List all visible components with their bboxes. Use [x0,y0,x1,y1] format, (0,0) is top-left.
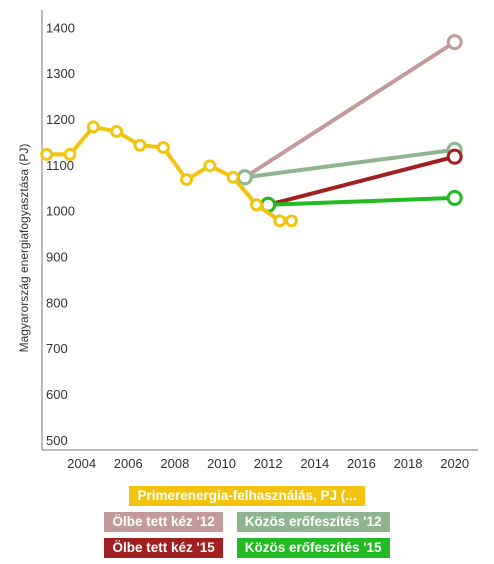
x-tick-label: 2006 [114,456,143,471]
data-point[interactable] [156,141,170,154]
series-line [242,40,457,180]
x-tick-label: 2020 [440,456,469,471]
series-line [266,195,457,207]
data-point[interactable] [133,138,147,152]
data-point[interactable] [446,148,463,165]
y-tick-label: 1100 [46,158,74,173]
series-line [242,147,457,180]
data-point[interactable] [86,120,100,134]
y-tick-label: 1000 [46,204,75,219]
data-point[interactable] [110,124,124,138]
x-tick-label: 2012 [254,456,283,471]
legend-row: Ölbe tett kéz '15 Közös erőfeszítés '15 [0,538,494,558]
chart-legend: Primerenergia-felhasználás, PJ (... Ölbe … [0,486,494,564]
data-point[interactable] [273,214,287,228]
series-line [266,154,457,207]
legend-item[interactable]: Ölbe tett kéz '12 [104,512,223,532]
legend-item[interactable]: Közös erőfeszítés '15 [236,538,390,558]
x-tick-label: 2004 [67,456,96,471]
data-point[interactable] [180,173,194,187]
line-chart: 500 600 700 800 900 1000 1100 1200 1300 1400 2004 2… [17,10,478,471]
x-tick-label: 2018 [394,456,423,471]
data-point[interactable] [250,198,264,212]
y-tick-label: 1400 [46,20,75,35]
y-tick-label: 1200 [46,112,75,127]
data-point[interactable] [446,34,463,51]
legend-item[interactable]: Közös erőfeszítés '12 [236,512,390,532]
legend-row: Ölbe tett kéz '12 Közös erőfeszítés '12 [0,512,494,532]
data-point[interactable] [284,214,298,228]
data-point[interactable] [236,169,253,186]
chart-axes: 500 600 700 800 900 1000 1100 1200 1300 1400 2004 2… [41,10,478,471]
x-tick-label: 2014 [300,456,329,471]
data-point[interactable] [226,170,240,184]
y-tick-label: 700 [46,341,68,356]
data-point[interactable] [40,147,54,161]
y-tick-label: 800 [46,295,68,310]
chart-series [40,34,463,228]
y-tick-label: 600 [46,387,68,402]
x-tick-label: 2008 [160,456,189,471]
legend-item[interactable]: Ölbe tett kéz '15 [104,538,223,558]
y-tick-label: 1300 [46,66,75,81]
data-point[interactable] [63,147,77,161]
legend-item[interactable]: Primerenergia-felhasználás, PJ (... [129,486,365,506]
data-point[interactable] [446,189,463,206]
x-tick-label: 2010 [207,456,236,471]
x-tick-label: 2016 [347,456,376,471]
data-point[interactable] [203,159,217,173]
y-axis-label: Magyarország energiafogyasztása (PJ) [17,144,31,353]
y-tick-label: 500 [46,433,68,448]
legend-row: Primerenergia-felhasználás, PJ (... [0,486,494,506]
y-tick-label: 900 [46,250,68,265]
